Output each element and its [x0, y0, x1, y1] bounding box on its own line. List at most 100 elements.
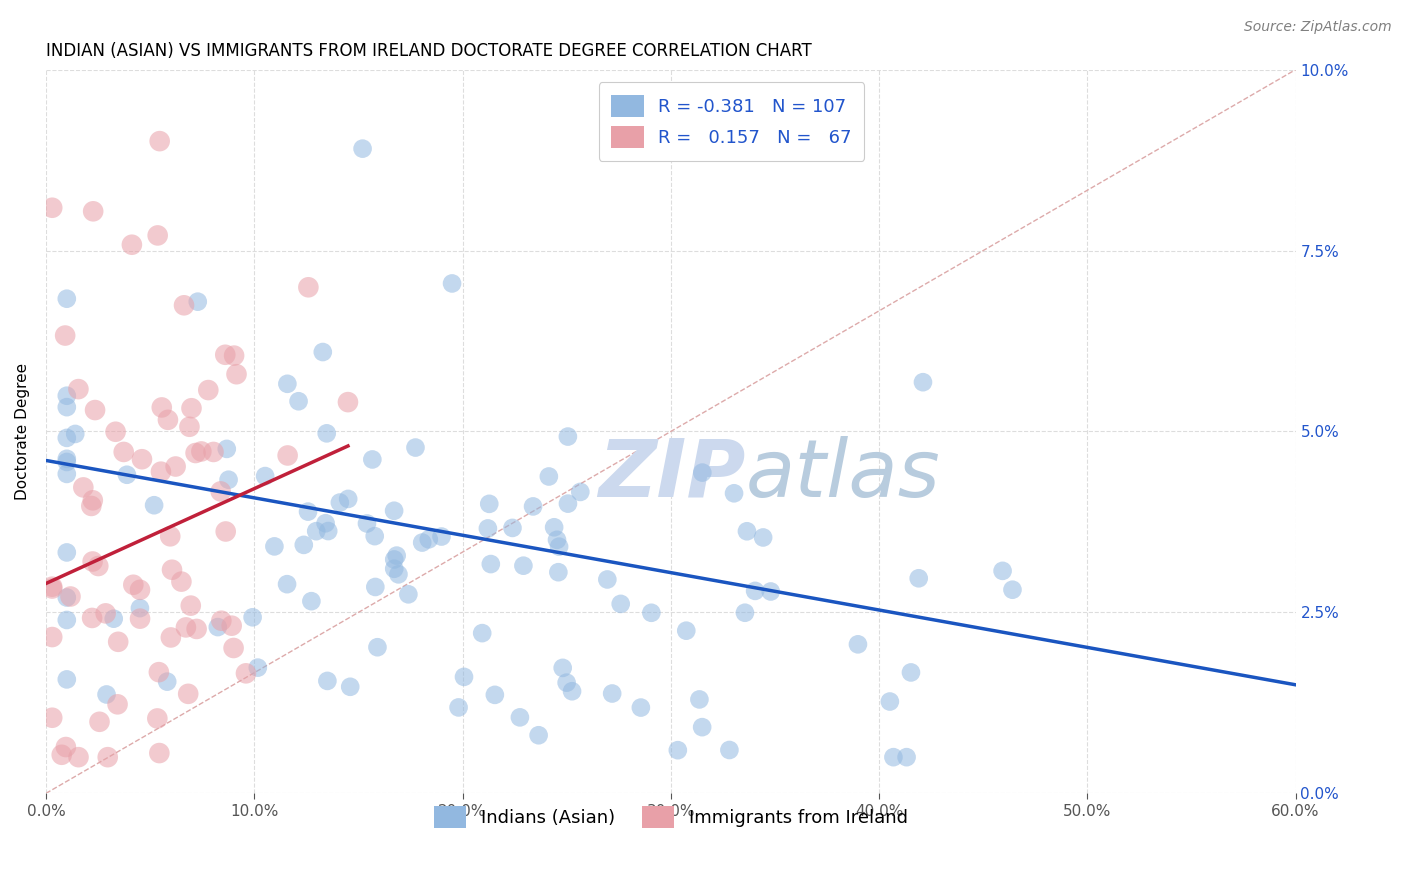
Point: [80, 499, 103, 513]
Point: [316, 673, 339, 688]
Point: [82, 554, 104, 568]
Point: [180, 401, 202, 416]
Point: [215, 524, 238, 539]
Point: [121, 237, 143, 252]
Point: [339, 680, 361, 694]
Point: [396, 587, 419, 601]
Point: [484, 688, 506, 702]
Point: [276, 376, 298, 391]
Point: [179, 419, 201, 434]
Point: [184, 446, 207, 460]
Point: [215, 442, 238, 456]
Point: [382, 552, 405, 566]
Point: [122, 578, 145, 592]
Point: [675, 624, 697, 638]
Point: [734, 606, 756, 620]
Point: [630, 700, 652, 714]
Point: [202, 445, 225, 459]
Point: [292, 538, 315, 552]
Text: Source: ZipAtlas.com: Source: ZipAtlas.com: [1244, 20, 1392, 34]
Point: [501, 521, 523, 535]
Point: [512, 558, 534, 573]
Point: [94, 607, 117, 621]
Point: [156, 674, 179, 689]
Point: [112, 445, 135, 459]
Point: [41, 201, 63, 215]
Point: [82, 493, 104, 508]
Point: [299, 594, 322, 608]
Point: [41, 580, 63, 594]
Point: [879, 694, 901, 708]
Point: [453, 670, 475, 684]
Point: [329, 495, 352, 509]
Point: [315, 426, 337, 441]
Point: [543, 520, 565, 534]
Point: [41, 582, 63, 596]
Text: INDIAN (ASIAN) VS IMMIGRANTS FROM IRELAND DOCTORATE DEGREE CORRELATION CHART: INDIAN (ASIAN) VS IMMIGRANTS FROM IRELAN…: [46, 42, 811, 60]
Point: [991, 564, 1014, 578]
Point: [56, 467, 79, 481]
Point: [666, 743, 689, 757]
Point: [361, 452, 384, 467]
Point: [555, 675, 578, 690]
Point: [146, 228, 169, 243]
Point: [67, 382, 90, 396]
Point: [87, 559, 110, 574]
Point: [173, 298, 195, 312]
Point: [115, 467, 138, 482]
Point: [160, 631, 183, 645]
Point: [315, 516, 337, 531]
Point: [56, 545, 79, 559]
Point: [143, 498, 166, 512]
Point: [382, 504, 405, 518]
Point: [107, 698, 129, 712]
Point: [600, 686, 623, 700]
Point: [55, 739, 77, 754]
Point: [366, 640, 388, 655]
Point: [692, 466, 714, 480]
Point: [56, 431, 79, 445]
Point: [557, 497, 579, 511]
Point: [190, 444, 212, 458]
Point: [522, 500, 544, 514]
Point: [129, 601, 152, 615]
Point: [242, 610, 264, 624]
Point: [53, 328, 76, 343]
Point: [418, 533, 440, 547]
Point: [221, 618, 243, 632]
Point: [148, 665, 170, 680]
Point: [297, 505, 319, 519]
Point: [752, 531, 775, 545]
Point: [911, 375, 934, 389]
Point: [84, 403, 107, 417]
Point: [170, 574, 193, 589]
Point: [316, 524, 339, 538]
Point: [896, 750, 918, 764]
Point: [387, 567, 409, 582]
Point: [96, 688, 118, 702]
Point: [222, 640, 245, 655]
Point: [180, 599, 202, 613]
Point: [846, 637, 869, 651]
Point: [364, 529, 387, 543]
Point: [509, 710, 531, 724]
Point: [527, 728, 550, 742]
Text: ZIP: ZIP: [599, 436, 745, 514]
Point: [537, 469, 560, 483]
Point: [405, 441, 427, 455]
Point: [149, 134, 172, 148]
Point: [89, 714, 111, 729]
Point: [56, 591, 79, 605]
Point: [882, 750, 904, 764]
Point: [718, 743, 741, 757]
Point: [59, 590, 82, 604]
Point: [41, 711, 63, 725]
Point: [177, 687, 200, 701]
Point: [51, 747, 73, 762]
Point: [430, 530, 453, 544]
Point: [41, 630, 63, 644]
Point: [759, 584, 782, 599]
Point: [305, 524, 328, 538]
Point: [478, 497, 501, 511]
Legend: Indians (Asian), Immigrants from Ireland: Indians (Asian), Immigrants from Ireland: [426, 798, 915, 835]
